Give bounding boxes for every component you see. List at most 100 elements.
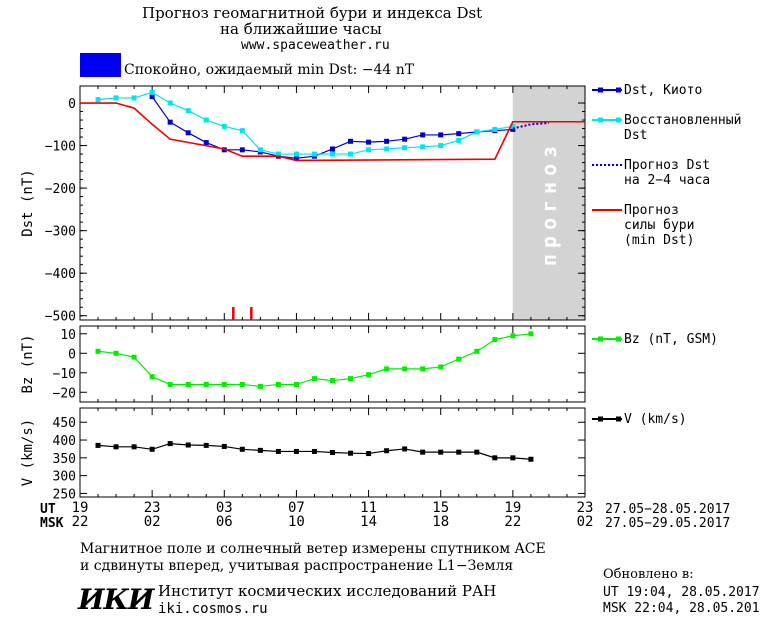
ut-tick-label: 23 <box>577 500 594 516</box>
ut-range: 27.05−28.05.2017 <box>605 502 731 517</box>
v-series-point-0 <box>167 441 173 447</box>
v-series-point-0 <box>366 451 372 457</box>
dst-series-point-0 <box>203 140 209 146</box>
dst-series-point-1 <box>402 145 408 151</box>
dst-series-point-0 <box>149 94 155 100</box>
dst-series-point-1 <box>185 108 191 114</box>
legend-bz-marker <box>616 336 621 342</box>
dst-series-point-0 <box>167 119 173 125</box>
dst-frame <box>79 85 586 321</box>
bz-series-point-0 <box>420 366 426 372</box>
dst-ylabel: Dst (nT) <box>20 169 36 236</box>
msk-tick-label: 02 <box>144 514 161 530</box>
dst-series-point-1 <box>510 123 516 129</box>
legend-bz: Bz (nT, GSM) <box>624 332 718 347</box>
dst-series-point-0 <box>348 138 354 144</box>
dst-series-point-0 <box>185 130 191 136</box>
dst-series-point-1 <box>239 128 245 134</box>
legend-forecast-line2: на 2−4 часа <box>624 173 711 188</box>
v-series-point-0 <box>149 446 155 452</box>
bz-series-point-0 <box>348 376 354 382</box>
v-series-point-0 <box>185 442 191 448</box>
dst-series-point-1 <box>311 151 317 157</box>
site-url: www.spaceweather.ru <box>241 38 390 53</box>
bz-series-point-0 <box>203 381 209 387</box>
bz-frame <box>79 325 586 403</box>
v-series-point-0 <box>456 449 462 455</box>
bz-series-point-0 <box>293 381 299 387</box>
v-series-point-0 <box>239 446 245 452</box>
legend-restored-line2: Dst <box>624 128 648 143</box>
msk-tick-label: 06 <box>216 514 233 530</box>
legend-restored-marker <box>598 117 603 123</box>
dst-series-point-1 <box>131 95 137 101</box>
updated-ut: UT 19:04, 28.05.2017 <box>603 585 760 600</box>
dst-series-point-1 <box>293 151 299 157</box>
dst-series-point-1 <box>149 89 155 95</box>
ut-tick-label: 23 <box>144 500 161 516</box>
v-series-point-0 <box>474 449 480 455</box>
dst-series-point-0 <box>402 136 408 142</box>
chart-title-line1: Прогноз геомагнитной бури и индекса Dst <box>142 4 483 22</box>
v-series-point-0 <box>492 455 498 461</box>
forecast-region-label: прогноз <box>537 140 561 266</box>
legend-restored-line1: Восстановленный <box>624 113 742 128</box>
dst-series-point-0 <box>456 131 462 137</box>
v-series-point-0 <box>203 442 209 448</box>
ut-tick-label: 19 <box>504 500 521 516</box>
bz-series-point-0 <box>131 354 137 360</box>
v-ytick-label: 350 <box>53 452 76 467</box>
dst-series-point-1 <box>492 126 498 132</box>
bz-series-point-0 <box>456 356 462 362</box>
msk-tick-label: 22 <box>504 514 521 530</box>
bz-series-point-0 <box>366 372 372 378</box>
v-ytick-label: 400 <box>53 434 76 449</box>
dst-ytick-label: −400 <box>45 267 76 282</box>
v-series-point-0 <box>275 448 281 454</box>
v-series-point-0 <box>510 455 516 461</box>
legend-forecast-line1: Прогноз Dst <box>624 158 711 173</box>
updated-label: Обновлено в: <box>603 567 694 582</box>
legend-v-marker <box>616 416 621 422</box>
dst-series-point-0 <box>330 146 335 152</box>
v-ytick-label: 300 <box>53 470 76 485</box>
legend-storm-line3: (min Dst) <box>624 233 695 248</box>
ut-tick-label: 15 <box>432 500 449 516</box>
v-series-point-0 <box>384 448 390 454</box>
msk-tick-label: 14 <box>360 514 377 530</box>
ut-tick-label: 11 <box>360 500 377 516</box>
institute-name: Институт космических исследований РАН <box>158 582 497 600</box>
v-series-point-0 <box>311 448 317 454</box>
legend-bz-marker <box>598 336 603 342</box>
bz-series-point-0 <box>149 374 155 380</box>
legend-dst-kyoto: Dst, Киото <box>624 83 703 98</box>
bz-ytick-label: −20 <box>53 386 76 401</box>
msk-tick-label: 18 <box>432 514 449 530</box>
v-series-point-0 <box>330 450 335 455</box>
dst-series-point-0 <box>366 139 372 145</box>
legend-dst-kyoto-marker <box>598 87 603 93</box>
bz-series-point-0 <box>95 348 101 354</box>
dst-ytick-label: −500 <box>45 310 76 325</box>
bz-series-point-0 <box>438 364 444 370</box>
dst-series-point-1 <box>420 144 426 150</box>
bz-ytick-label: 10 <box>60 328 76 343</box>
bz-series-point-0 <box>492 337 498 343</box>
status-text: Спокойно, ожидаемый min Dst: −44 nT <box>124 62 415 78</box>
bz-ytick-label: 0 <box>68 347 76 362</box>
bz-series-point-0 <box>311 376 317 382</box>
dst-series-point-1 <box>275 151 281 157</box>
msk-tick-label: 10 <box>288 514 305 530</box>
v-ylabel: V (km/s) <box>20 419 36 486</box>
dst-series-point-1 <box>95 97 101 103</box>
chart-title-line2: на ближайшие часы <box>220 20 382 38</box>
ut-label: UT <box>40 502 56 517</box>
v-series-point-0 <box>528 456 534 462</box>
bz-series-point-0 <box>239 381 245 387</box>
legend-restored-marker <box>616 117 621 123</box>
dst-series-point-1 <box>167 100 173 106</box>
msk-tick-label: 02 <box>577 514 594 530</box>
bz-series-point-0 <box>474 348 480 354</box>
legend-storm-line2: силы бури <box>624 218 695 233</box>
